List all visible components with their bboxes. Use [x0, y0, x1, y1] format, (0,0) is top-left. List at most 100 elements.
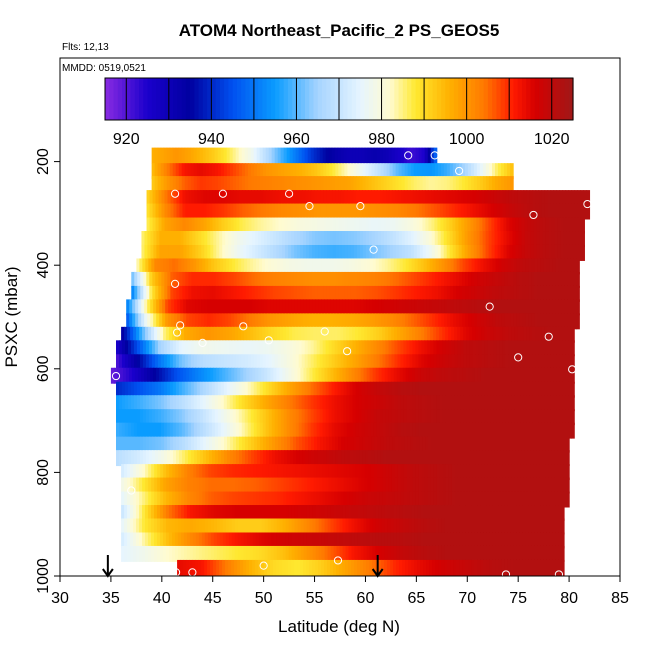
heatmap-cell: [491, 436, 495, 453]
heatmap-cell: [163, 340, 168, 357]
heatmap-cell: [400, 464, 405, 481]
heatmap-cell: [517, 354, 521, 371]
heatmap-cell: [225, 505, 230, 521]
heatmap-cell: [233, 450, 237, 467]
heatmap-cell: [443, 436, 447, 453]
heatmap-cell: [469, 491, 474, 508]
heatmap-cell: [520, 491, 525, 508]
heatmap-cell: [262, 381, 267, 398]
heatmap-cell: [454, 491, 459, 508]
heatmap-cell: [200, 285, 205, 302]
colorbar-segment: [317, 78, 323, 120]
heatmap-cell: [571, 326, 575, 343]
heatmap-cell: [521, 244, 526, 261]
heatmap-cell: [427, 326, 431, 343]
heatmap-cell: [304, 464, 309, 481]
heatmap-cell: [199, 477, 203, 494]
heatmap-cell: [270, 532, 275, 549]
heatmap-cell: [228, 505, 233, 521]
heatmap-cell: [187, 176, 192, 193]
heatmap-cell: [493, 354, 497, 371]
heatmap-cell: [323, 163, 327, 180]
heatmap-cell: [538, 409, 542, 426]
heatmap-cell: [133, 464, 137, 481]
heatmap-cell: [286, 147, 291, 164]
heatmap-cell: [121, 464, 125, 481]
heatmap-cell: [473, 163, 478, 180]
heatmap-cell: [418, 381, 423, 398]
heatmap-cell: [303, 505, 308, 521]
heatmap-cell: [241, 464, 245, 481]
heatmap-cell: [474, 367, 479, 384]
heatmap-cell: [297, 313, 301, 330]
heatmap-cell: [423, 313, 427, 330]
heatmap-cell: [547, 381, 551, 398]
heatmap-cell: [541, 190, 546, 207]
heatmap-cell: [464, 176, 469, 193]
heatmap-cell: [391, 147, 396, 164]
heatmap-cell: [310, 395, 315, 412]
heatmap-cell: [252, 518, 257, 535]
heatmap-cell: [523, 190, 528, 207]
heatmap-cell: [223, 477, 227, 494]
heatmap-cell: [577, 203, 582, 220]
heatmap-cell: [208, 395, 213, 412]
heatmap-cell: [204, 367, 208, 384]
heatmap-cell: [221, 285, 226, 302]
heatmap-cell: [211, 340, 216, 357]
x-tick-label: 30: [51, 590, 69, 607]
heatmap-cell: [439, 477, 444, 494]
heatmap-cell: [376, 381, 381, 398]
heatmap-cell: [444, 367, 449, 384]
heatmap-cell: [275, 163, 279, 180]
heatmap-cell: [163, 422, 168, 439]
heatmap-cell: [194, 271, 199, 288]
heatmap-cell: [540, 285, 544, 302]
heatmap-cell: [397, 203, 402, 220]
heatmap-cell: [309, 313, 313, 330]
heatmap-cell: [269, 285, 274, 302]
heatmap-cell: [153, 367, 157, 384]
heatmap-cell: [571, 409, 575, 426]
heatmap-cell: [264, 313, 268, 330]
heatmap-cell: [494, 436, 498, 453]
heatmap-cell: [365, 285, 370, 302]
heatmap-cell: [359, 244, 364, 261]
heatmap-cell: [494, 450, 498, 467]
heatmap-cell: [318, 505, 323, 521]
heatmap-cell: [459, 299, 463, 316]
heatmap-cell: [528, 532, 532, 549]
heatmap-cell: [266, 285, 271, 302]
heatmap-cell: [226, 464, 230, 481]
heatmap-cell: [514, 491, 519, 508]
heatmap-cell: [273, 518, 278, 535]
heatmap-cell: [368, 231, 373, 247]
heatmap-cell: [432, 532, 436, 549]
heatmap-cell: [432, 258, 437, 275]
heatmap-cell: [236, 271, 241, 288]
heatmap-cell: [228, 367, 232, 384]
heatmap-cell: [145, 422, 150, 439]
heatmap-cell: [197, 190, 202, 207]
heatmap-cell: [343, 477, 348, 494]
heatmap-cell: [378, 532, 383, 549]
heatmap-cell: [388, 326, 392, 343]
heatmap-cell: [289, 422, 294, 439]
heatmap-cell: [312, 505, 317, 521]
heatmap-cell: [355, 422, 360, 439]
heatmap-cell: [274, 326, 278, 343]
heatmap-cell: [150, 367, 154, 384]
heatmap-cell: [310, 326, 314, 343]
heatmap-cell: [521, 217, 525, 234]
heatmap-cell: [173, 436, 177, 453]
heatmap-cell: [583, 203, 588, 220]
heatmap-cell: [504, 163, 508, 180]
heatmap-cell: [328, 147, 333, 164]
heatmap-cell: [347, 450, 351, 467]
heatmap-cell: [231, 532, 236, 549]
heatmap-cell: [204, 505, 209, 521]
heatmap-cell: [393, 313, 397, 330]
heatmap-cell: [162, 545, 167, 562]
heatmap-cell: [318, 299, 322, 316]
heatmap-cell: [461, 163, 466, 180]
